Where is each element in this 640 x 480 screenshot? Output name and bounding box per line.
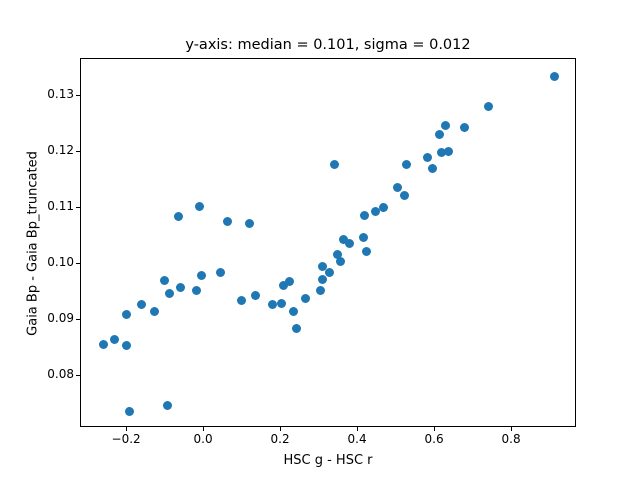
data-point (98, 339, 108, 349)
data-point (345, 239, 355, 249)
data-point (393, 182, 402, 192)
data-point (192, 286, 202, 296)
x-tick-mark (203, 427, 205, 431)
x-axis-label: HSC g - HSC r (283, 453, 373, 468)
data-point (443, 147, 453, 157)
data-point (441, 120, 451, 130)
data-point (121, 341, 131, 351)
data-point (333, 249, 343, 259)
data-point (360, 210, 370, 220)
data-point (163, 400, 173, 410)
x-tick-label: −0.2 (111, 432, 141, 446)
data-point (194, 201, 204, 211)
x-tick-label: 0.0 (193, 432, 213, 446)
data-point (435, 130, 445, 140)
y-tick-label: 0.09 (47, 310, 74, 325)
data-point (197, 270, 206, 280)
y-tick-mark (76, 262, 80, 264)
data-point (460, 123, 470, 133)
data-point (316, 285, 325, 295)
data-point (358, 233, 368, 243)
data-point (121, 310, 131, 320)
x-tick-mark (280, 427, 282, 431)
y-tick-label: 0.12 (47, 142, 74, 157)
data-point (136, 300, 146, 310)
data-point (279, 280, 289, 290)
y-tick-label: 0.11 (47, 198, 74, 213)
y-tick-mark (76, 318, 80, 320)
x-tick-label: 0.6 (424, 432, 444, 446)
data-point (550, 71, 560, 81)
data-point (361, 246, 371, 256)
data-point (125, 407, 134, 417)
data-point (267, 300, 277, 310)
y-tick-mark (76, 94, 80, 96)
data-point (401, 159, 411, 169)
x-tick-mark (511, 427, 513, 431)
data-point (428, 163, 438, 173)
data-point (176, 283, 186, 292)
data-point (336, 257, 346, 267)
data-point (284, 276, 294, 286)
data-point (483, 102, 493, 112)
x-tick-label: 0.8 (501, 432, 521, 446)
data-point (215, 267, 225, 277)
data-point (222, 216, 232, 226)
plot-area: −0.2 0.0 0.2 0.4 0.6 0.8 0.08 0.09 0.10 0.11 0.12 0… (47, 58, 576, 446)
data-point (160, 275, 170, 285)
data-point (291, 323, 301, 333)
y-axis-label: Gaia Bp - Gaia Bp_truncated (25, 151, 41, 336)
data-point (339, 234, 349, 244)
data-point (317, 275, 327, 285)
chart-title: y-axis: median = 0.101, sigma = 0.012 (185, 37, 471, 53)
data-point (300, 293, 310, 303)
data-point (399, 190, 409, 200)
y-tick-mark (76, 206, 80, 208)
data-point (370, 206, 380, 216)
y-tick-label: 0.08 (47, 366, 74, 381)
x-tick-mark (357, 427, 359, 431)
y-tick-mark (76, 374, 80, 376)
data-point (378, 202, 388, 212)
x-tick-mark (434, 427, 436, 431)
data-point (150, 307, 160, 316)
data-point (436, 148, 446, 157)
data-point (276, 299, 286, 309)
data-point (324, 268, 334, 278)
data-point (236, 295, 246, 305)
data-point (174, 211, 184, 221)
data-point (289, 306, 299, 316)
y-tick-mark (76, 150, 80, 152)
y-tick-label: 0.13 (47, 86, 74, 101)
data-point (244, 219, 254, 229)
data-point (251, 291, 261, 301)
y-tick-label: 0.10 (47, 254, 74, 269)
data-point (317, 261, 327, 271)
x-tick-mark (126, 427, 128, 431)
x-tick-label: 0.2 (270, 432, 290, 446)
data-point (164, 289, 174, 299)
data-point (110, 334, 119, 344)
data-point (329, 159, 339, 169)
x-tick-label: 0.4 (347, 432, 367, 446)
data-point (423, 153, 433, 162)
